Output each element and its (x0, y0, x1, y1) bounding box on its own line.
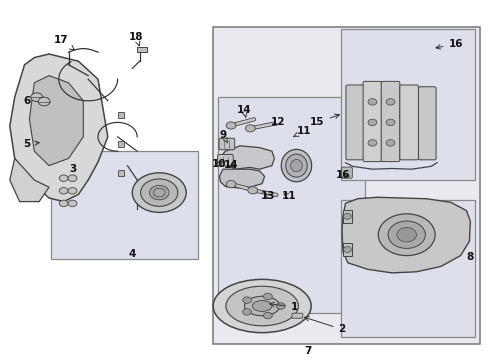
Text: 16: 16 (336, 170, 350, 180)
Bar (137, 47, 147, 52)
Text: 18: 18 (129, 32, 144, 46)
Text: 11: 11 (282, 191, 296, 201)
Circle shape (388, 221, 425, 248)
FancyBboxPatch shape (346, 85, 364, 160)
Text: 8: 8 (467, 252, 474, 262)
Bar (218, 97, 365, 313)
Circle shape (368, 119, 377, 126)
Text: 11: 11 (294, 126, 311, 136)
Circle shape (397, 228, 416, 242)
Bar (341, 29, 475, 180)
Polygon shape (10, 158, 49, 202)
Bar (118, 141, 124, 147)
Circle shape (59, 200, 68, 207)
Polygon shape (220, 146, 274, 169)
Ellipse shape (226, 286, 298, 326)
Bar (118, 112, 124, 118)
Circle shape (38, 97, 50, 106)
Text: 17: 17 (54, 35, 74, 50)
Circle shape (149, 185, 169, 200)
Text: 12: 12 (271, 117, 286, 127)
FancyBboxPatch shape (418, 87, 436, 160)
Circle shape (141, 179, 178, 206)
Ellipse shape (245, 296, 280, 316)
Circle shape (68, 188, 77, 194)
Circle shape (226, 122, 236, 129)
FancyBboxPatch shape (292, 313, 303, 318)
Circle shape (343, 247, 351, 252)
Circle shape (368, 140, 377, 146)
Text: 14: 14 (237, 105, 251, 118)
Polygon shape (10, 54, 108, 202)
Text: 10: 10 (212, 159, 227, 169)
Ellipse shape (291, 159, 302, 172)
Circle shape (31, 93, 43, 102)
Circle shape (386, 140, 395, 146)
Text: 4: 4 (128, 249, 136, 259)
Ellipse shape (252, 301, 272, 311)
Circle shape (386, 99, 395, 105)
Text: 2: 2 (305, 316, 345, 334)
FancyBboxPatch shape (381, 81, 400, 162)
Circle shape (59, 188, 68, 194)
Bar (343, 210, 352, 223)
FancyBboxPatch shape (218, 154, 233, 166)
Circle shape (68, 200, 77, 207)
Circle shape (132, 173, 186, 212)
Circle shape (378, 214, 435, 256)
Bar (118, 170, 124, 176)
FancyBboxPatch shape (342, 167, 352, 178)
Polygon shape (342, 197, 470, 273)
Circle shape (276, 303, 285, 309)
Text: 3: 3 (69, 164, 76, 174)
Text: 14: 14 (224, 160, 239, 170)
Text: 16: 16 (436, 39, 463, 49)
Circle shape (68, 175, 77, 181)
Bar (343, 243, 352, 256)
Ellipse shape (281, 149, 312, 182)
Text: 5: 5 (24, 139, 39, 149)
FancyBboxPatch shape (363, 81, 382, 162)
Bar (213, 27, 480, 344)
Polygon shape (220, 169, 265, 188)
FancyBboxPatch shape (219, 138, 235, 150)
Circle shape (264, 312, 272, 319)
Circle shape (386, 119, 395, 126)
Circle shape (343, 213, 351, 219)
Polygon shape (29, 76, 83, 166)
Circle shape (243, 309, 251, 315)
Circle shape (264, 293, 272, 300)
Circle shape (245, 125, 255, 132)
Circle shape (226, 180, 236, 188)
Bar (51, 151, 198, 259)
Text: 6: 6 (24, 96, 30, 106)
Circle shape (248, 187, 258, 194)
Bar (341, 200, 475, 337)
Text: 1: 1 (270, 302, 297, 312)
Circle shape (59, 175, 68, 181)
Circle shape (368, 99, 377, 105)
Ellipse shape (213, 279, 311, 333)
Text: 9: 9 (220, 130, 227, 143)
Text: 7: 7 (304, 346, 312, 356)
Circle shape (243, 297, 251, 303)
FancyBboxPatch shape (400, 85, 418, 160)
Text: 13: 13 (261, 191, 276, 201)
Ellipse shape (286, 154, 307, 177)
Text: 15: 15 (310, 114, 340, 127)
